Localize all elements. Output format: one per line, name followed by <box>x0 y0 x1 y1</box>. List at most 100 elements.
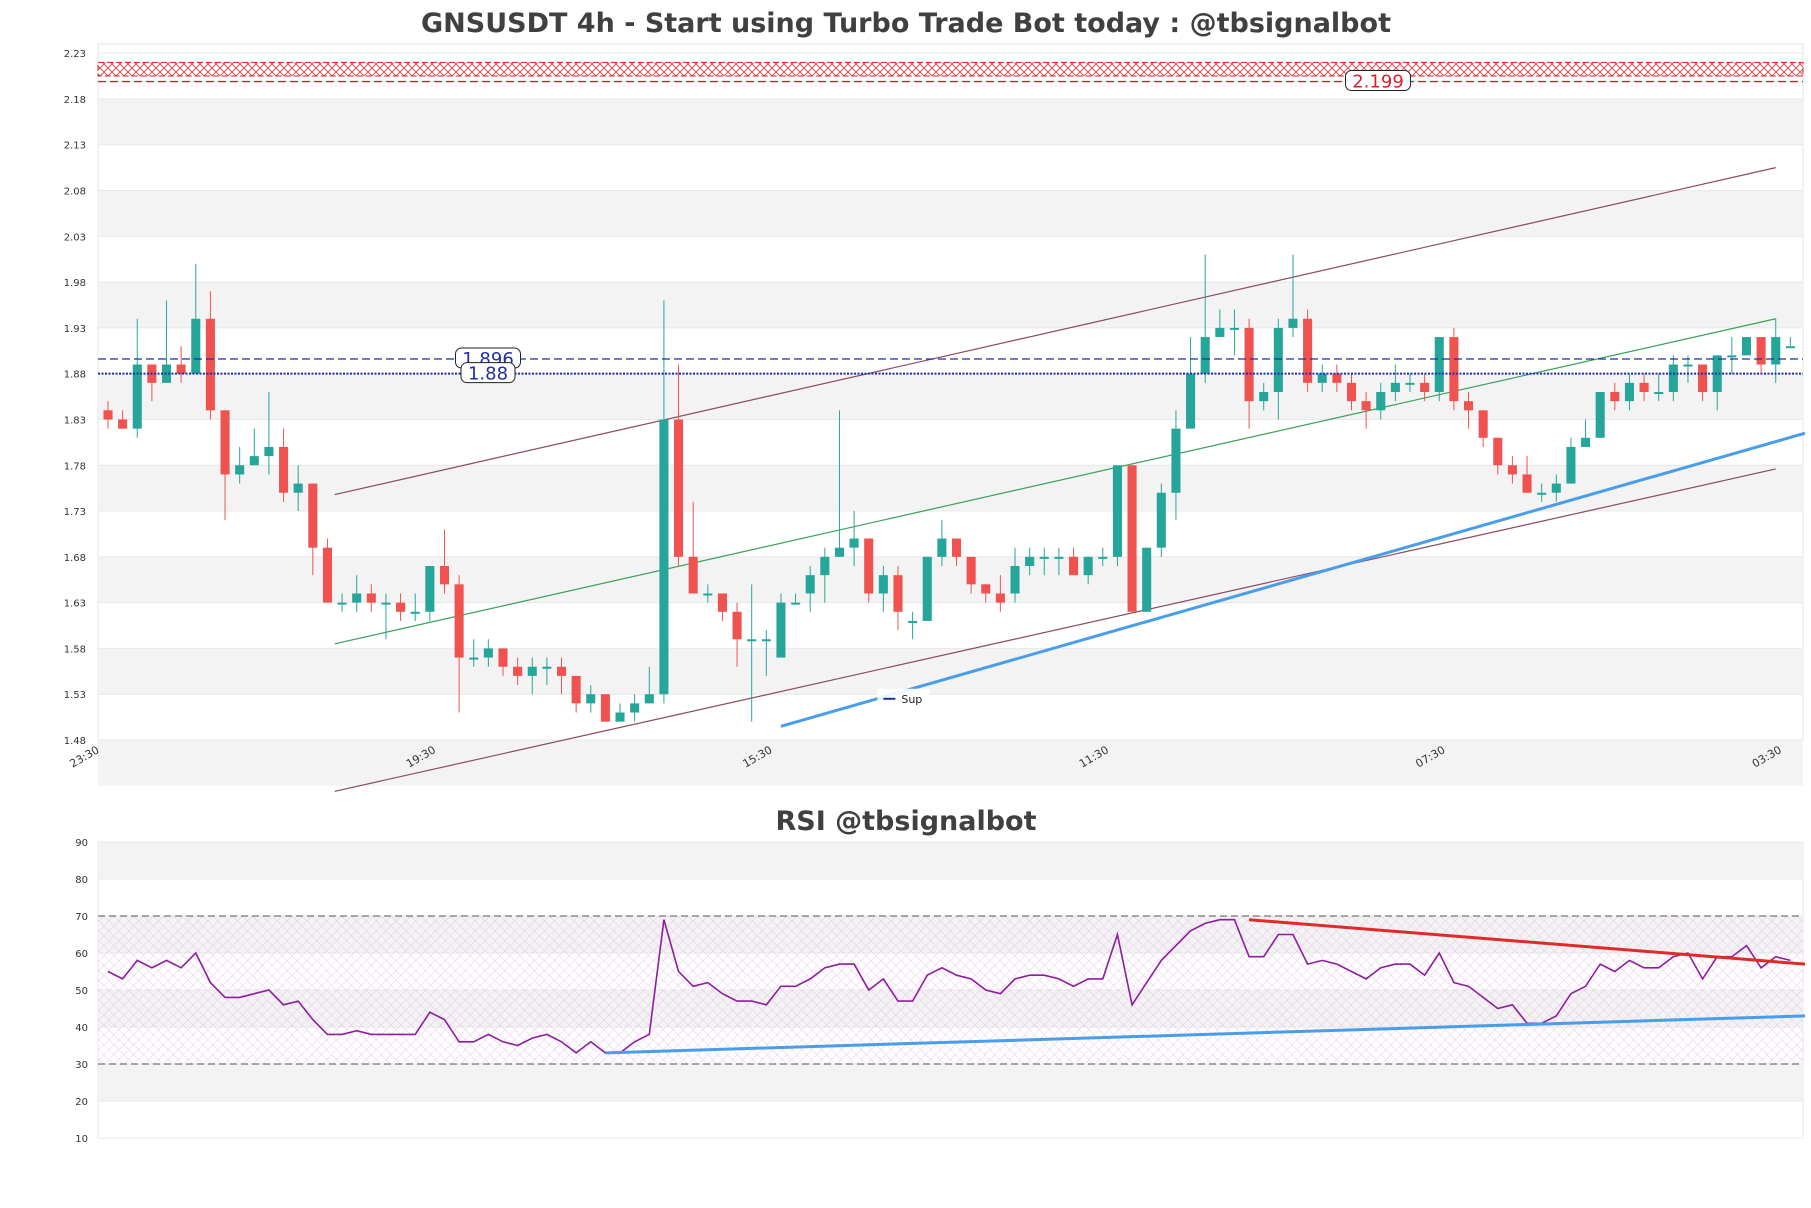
candle-body <box>747 639 757 642</box>
candle-body <box>571 675 581 704</box>
y-tick-label: 2.03 <box>64 232 86 243</box>
candle-body <box>1537 492 1547 495</box>
candle-body <box>1478 410 1488 438</box>
grid-band <box>98 282 1803 328</box>
candle-body <box>308 483 318 548</box>
candle-body <box>1361 401 1371 411</box>
rsi-y-tick-label: 80 <box>75 875 88 886</box>
candle-body <box>279 446 289 493</box>
candle-body <box>688 556 698 594</box>
y-tick-label: 2.13 <box>64 141 86 152</box>
candle-body <box>1376 392 1386 411</box>
candle-body <box>527 666 537 676</box>
candle-body <box>103 410 113 420</box>
candle-body <box>820 556 830 576</box>
candle-body <box>937 538 947 557</box>
candle-body <box>1595 392 1605 438</box>
rsi-trend-line <box>1248 918 1806 966</box>
candle-body <box>1215 327 1225 338</box>
candle-body <box>381 602 391 605</box>
candle-body <box>161 364 172 383</box>
candle-body <box>1098 556 1108 559</box>
candle-body <box>864 538 874 594</box>
rsi-y-tick-label: 10 <box>75 1134 88 1145</box>
channel-line <box>334 318 1776 645</box>
rsi-series <box>107 918 1791 1054</box>
price-chart-title: GNSUSDT 4h - Start using Turbo Trade Bot… <box>421 8 1391 39</box>
candle-body <box>1112 465 1122 557</box>
candle-body <box>1522 474 1532 493</box>
candle-body <box>337 602 347 605</box>
candle-body <box>776 602 786 658</box>
candle-body <box>1025 556 1035 566</box>
y-tick-label: 2.23 <box>64 49 86 60</box>
candle-body <box>454 584 464 658</box>
candle-body <box>659 419 669 695</box>
candle-body <box>1756 337 1766 365</box>
candle-body <box>439 566 450 585</box>
candle-body <box>264 446 274 457</box>
y-tick-label: 1.73 <box>64 507 86 518</box>
candle-body <box>220 410 230 475</box>
candle-body <box>1449 337 1459 402</box>
support-legend-box <box>877 688 930 709</box>
rsi-y-tick-label: 40 <box>75 1023 88 1034</box>
candle-body <box>1390 382 1400 392</box>
candle-body <box>951 538 962 557</box>
candle-body <box>761 639 771 642</box>
rsi-y-axis: 90 80 70 60 50 40 30 20 10 <box>75 838 88 1145</box>
candle-body <box>1507 465 1517 475</box>
candle-body <box>966 556 976 585</box>
candle-body <box>1156 492 1166 548</box>
grid-band <box>98 648 1803 695</box>
y-tick-label: 1.48 <box>64 736 86 747</box>
candle-body <box>1493 437 1503 466</box>
y-tick-label: 1.53 <box>64 690 86 701</box>
price-grid-bands <box>98 52 1803 786</box>
candle-body <box>805 575 815 594</box>
candle-body <box>1288 318 1298 328</box>
candle-body <box>410 611 420 614</box>
candle-body <box>176 364 186 374</box>
grid-band <box>98 373 1803 420</box>
candle-body <box>1186 373 1196 429</box>
candle-body <box>893 575 903 612</box>
y-tick-label: 1.83 <box>64 415 86 426</box>
candle-body <box>1420 382 1430 392</box>
grid-band <box>98 556 1803 603</box>
candle-body <box>1259 392 1269 402</box>
resistance-zone-band <box>97 61 1804 77</box>
rsi-y-tick-label: 70 <box>75 912 88 923</box>
grid-band <box>98 740 1803 786</box>
grid-band <box>98 465 1803 512</box>
candle-body <box>1244 327 1254 402</box>
candle-body <box>1317 373 1327 383</box>
candle-body <box>1683 364 1693 367</box>
candle-body <box>191 318 201 374</box>
candle-body <box>1698 364 1708 392</box>
rsi-grid-bands <box>98 841 1803 1139</box>
channel-line <box>334 468 1776 792</box>
candle-body <box>1346 382 1357 402</box>
candle-body <box>205 318 215 411</box>
y-tick-label: 1.78 <box>64 461 86 472</box>
support-line <box>780 431 1806 728</box>
candle-body <box>513 666 523 676</box>
candle-body <box>1551 483 1561 493</box>
rsi-grid-band <box>98 842 1803 879</box>
candle-body <box>703 593 713 596</box>
candle-body <box>674 419 684 557</box>
candle-body <box>1639 382 1649 392</box>
candle-body <box>293 483 303 493</box>
candle-body <box>615 712 625 722</box>
candle-body <box>1083 556 1093 576</box>
x-tick-label: 23:30 <box>68 743 102 770</box>
candle-body <box>586 694 596 704</box>
candle-body <box>1785 346 1795 349</box>
channel-line <box>334 167 1776 496</box>
rsi-y-tick-label: 90 <box>75 838 88 849</box>
y-tick-label: 1.98 <box>64 278 86 289</box>
candle-body <box>1610 392 1620 402</box>
candle-body <box>1303 318 1313 383</box>
